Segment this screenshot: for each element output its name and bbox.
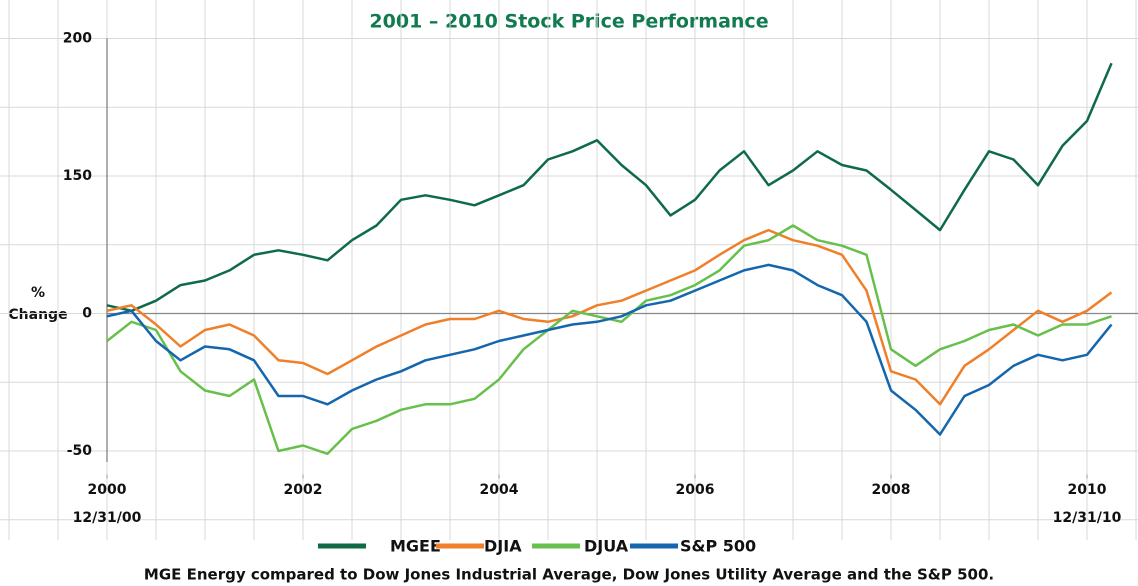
series-line bbox=[106, 62, 1113, 313]
y-tick-label: -50 bbox=[67, 443, 93, 459]
caption: MGE Energy compared to Dow Jones Industr… bbox=[144, 566, 994, 584]
legend-label: DJIA bbox=[484, 537, 522, 556]
y-label: Change bbox=[8, 307, 67, 323]
x-tick-label: 2006 bbox=[676, 482, 715, 498]
x-tick-label: 2008 bbox=[872, 482, 911, 498]
x-start-label: 12/31/00 bbox=[73, 510, 142, 526]
y-label: % bbox=[31, 285, 45, 301]
legend-label: MGEE bbox=[390, 537, 441, 556]
y-tick-label: 200 bbox=[63, 31, 92, 47]
x-end-label: 12/31/10 bbox=[1053, 510, 1122, 526]
chart-title: 2001 – 2010 Stock Price Performance bbox=[369, 11, 768, 33]
y-tick-label: 0 bbox=[82, 306, 92, 322]
x-tick-label: 2002 bbox=[284, 482, 323, 498]
x-tick-label: 2004 bbox=[480, 482, 519, 498]
y-tick-label: 150 bbox=[63, 168, 92, 184]
series-line bbox=[106, 228, 1113, 406]
x-tick-label: 2010 bbox=[1068, 482, 1107, 498]
series-line bbox=[106, 263, 1113, 436]
legend-label: DJUA bbox=[584, 537, 629, 556]
legend-label: S&P 500 bbox=[680, 537, 756, 556]
x-tick-label: 2000 bbox=[88, 482, 127, 498]
grid bbox=[0, 0, 1138, 540]
